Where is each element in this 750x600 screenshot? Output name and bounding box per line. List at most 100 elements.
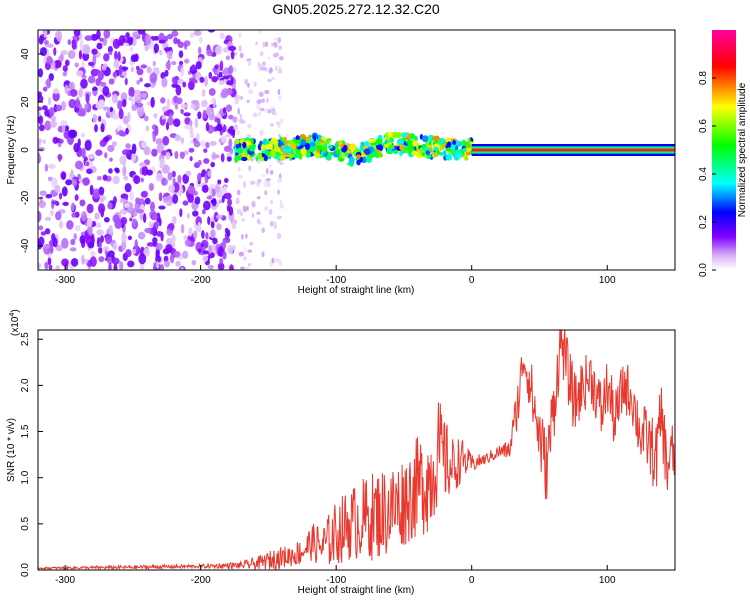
sparse-noise-blob: [264, 89, 270, 95]
noise-blob: [192, 210, 199, 217]
sparse-noise-blob: [260, 173, 266, 177]
noise-blob: [42, 244, 51, 249]
noise-blob: [96, 229, 104, 236]
sparse-noise-blob: [261, 227, 265, 234]
noise-blob: [216, 123, 223, 132]
noise-blob: [74, 160, 83, 170]
noise-blob: [49, 120, 58, 128]
noise-blob: [61, 101, 66, 111]
noise-blob: [210, 221, 215, 229]
noise-blob: [196, 133, 200, 141]
noise-blob: [50, 209, 54, 216]
noise-blob: [167, 172, 173, 181]
noise-blob: [139, 162, 147, 168]
noise-blob: [222, 106, 227, 114]
signal-blob: [300, 139, 307, 146]
noise-blob: [155, 230, 163, 237]
noise-blob: [58, 138, 64, 144]
noise-blob: [121, 71, 128, 77]
noise-blob: [121, 240, 127, 251]
sparse-noise-blob: [265, 41, 269, 48]
noise-blob: [148, 221, 154, 229]
noise-blob: [161, 77, 168, 88]
noise-blob: [43, 30, 48, 38]
noise-blob: [174, 104, 179, 110]
sparse-noise-blob: [257, 218, 261, 225]
noise-blob: [48, 107, 55, 117]
noise-blob: [155, 138, 163, 145]
noise-blob: [87, 61, 95, 66]
noise-blob: [87, 153, 95, 160]
noise-blob: [107, 46, 113, 54]
noise-blob: [90, 250, 96, 257]
noise-blob: [95, 222, 102, 228]
noise-blob: [81, 147, 86, 159]
signal-blob: [411, 150, 418, 156]
signal-blob: [458, 151, 463, 158]
noise-blob: [228, 114, 234, 120]
noise-blob: [115, 168, 120, 174]
noise-blob: [67, 39, 72, 46]
noise-blob: [195, 61, 202, 70]
noise-blob: [166, 33, 174, 40]
noise-blob: [180, 266, 184, 270]
sparse-noise-blob: [255, 41, 258, 46]
noise-blob: [158, 205, 166, 210]
signal-blob: [384, 143, 390, 148]
noise-blob: [38, 111, 41, 118]
noise-blob: [212, 237, 218, 245]
sparse-noise-blob: [239, 113, 243, 119]
sparse-noise-blob: [278, 45, 283, 51]
noise-blob: [92, 114, 98, 123]
sparse-noise-blob: [259, 107, 265, 112]
signal-blob: [403, 145, 408, 150]
spectrogram-ytick-label: 0: [20, 147, 31, 153]
noise-blob: [82, 52, 90, 62]
noise-blob: [132, 218, 137, 227]
noise-blob: [217, 262, 225, 270]
noise-blob: [38, 146, 46, 152]
noise-blob: [38, 236, 45, 247]
noise-blob: [171, 76, 179, 85]
sparse-noise-blob: [240, 266, 245, 270]
noise-blob: [168, 222, 175, 231]
noise-blob: [68, 82, 74, 90]
noise-blob: [122, 98, 127, 108]
sparse-noise-blob: [248, 165, 252, 172]
noise-blob: [39, 46, 47, 57]
sparse-noise-blob: [280, 118, 284, 124]
spectrogram-ytick-label: 40: [20, 48, 31, 60]
noise-blob: [222, 75, 230, 80]
noise-blob: [215, 45, 223, 55]
noise-blob: [42, 139, 46, 145]
noise-blob: [52, 88, 60, 95]
noise-blob: [161, 177, 168, 186]
noise-blob: [228, 125, 236, 136]
snr-xtick-label: -200: [191, 575, 211, 586]
noise-blob: [219, 257, 224, 265]
noise-blob: [171, 233, 176, 244]
signal-blob: [464, 155, 469, 161]
noise-blob: [207, 30, 216, 33]
sparse-noise-blob: [235, 197, 240, 205]
noise-blob: [172, 193, 179, 204]
signal-blob: [281, 145, 286, 153]
noise-blob: [97, 70, 104, 81]
noise-blob: [108, 168, 113, 174]
noise-blob: [188, 147, 195, 153]
noise-blob: [111, 141, 118, 147]
noise-blob: [127, 260, 135, 268]
noise-blob: [123, 175, 129, 181]
signal-blob: [462, 147, 467, 153]
signal-blob: [341, 151, 346, 159]
noise-blob: [118, 129, 125, 137]
noise-blob: [81, 211, 88, 222]
noise-blob: [224, 192, 232, 200]
noise-blob: [139, 77, 143, 82]
snr-xtick-label: -100: [326, 575, 346, 586]
noise-blob: [215, 214, 223, 219]
noise-blob: [54, 60, 62, 69]
noise-blob: [53, 47, 57, 56]
sparse-noise-blob: [265, 168, 269, 175]
noise-blob: [205, 232, 209, 240]
